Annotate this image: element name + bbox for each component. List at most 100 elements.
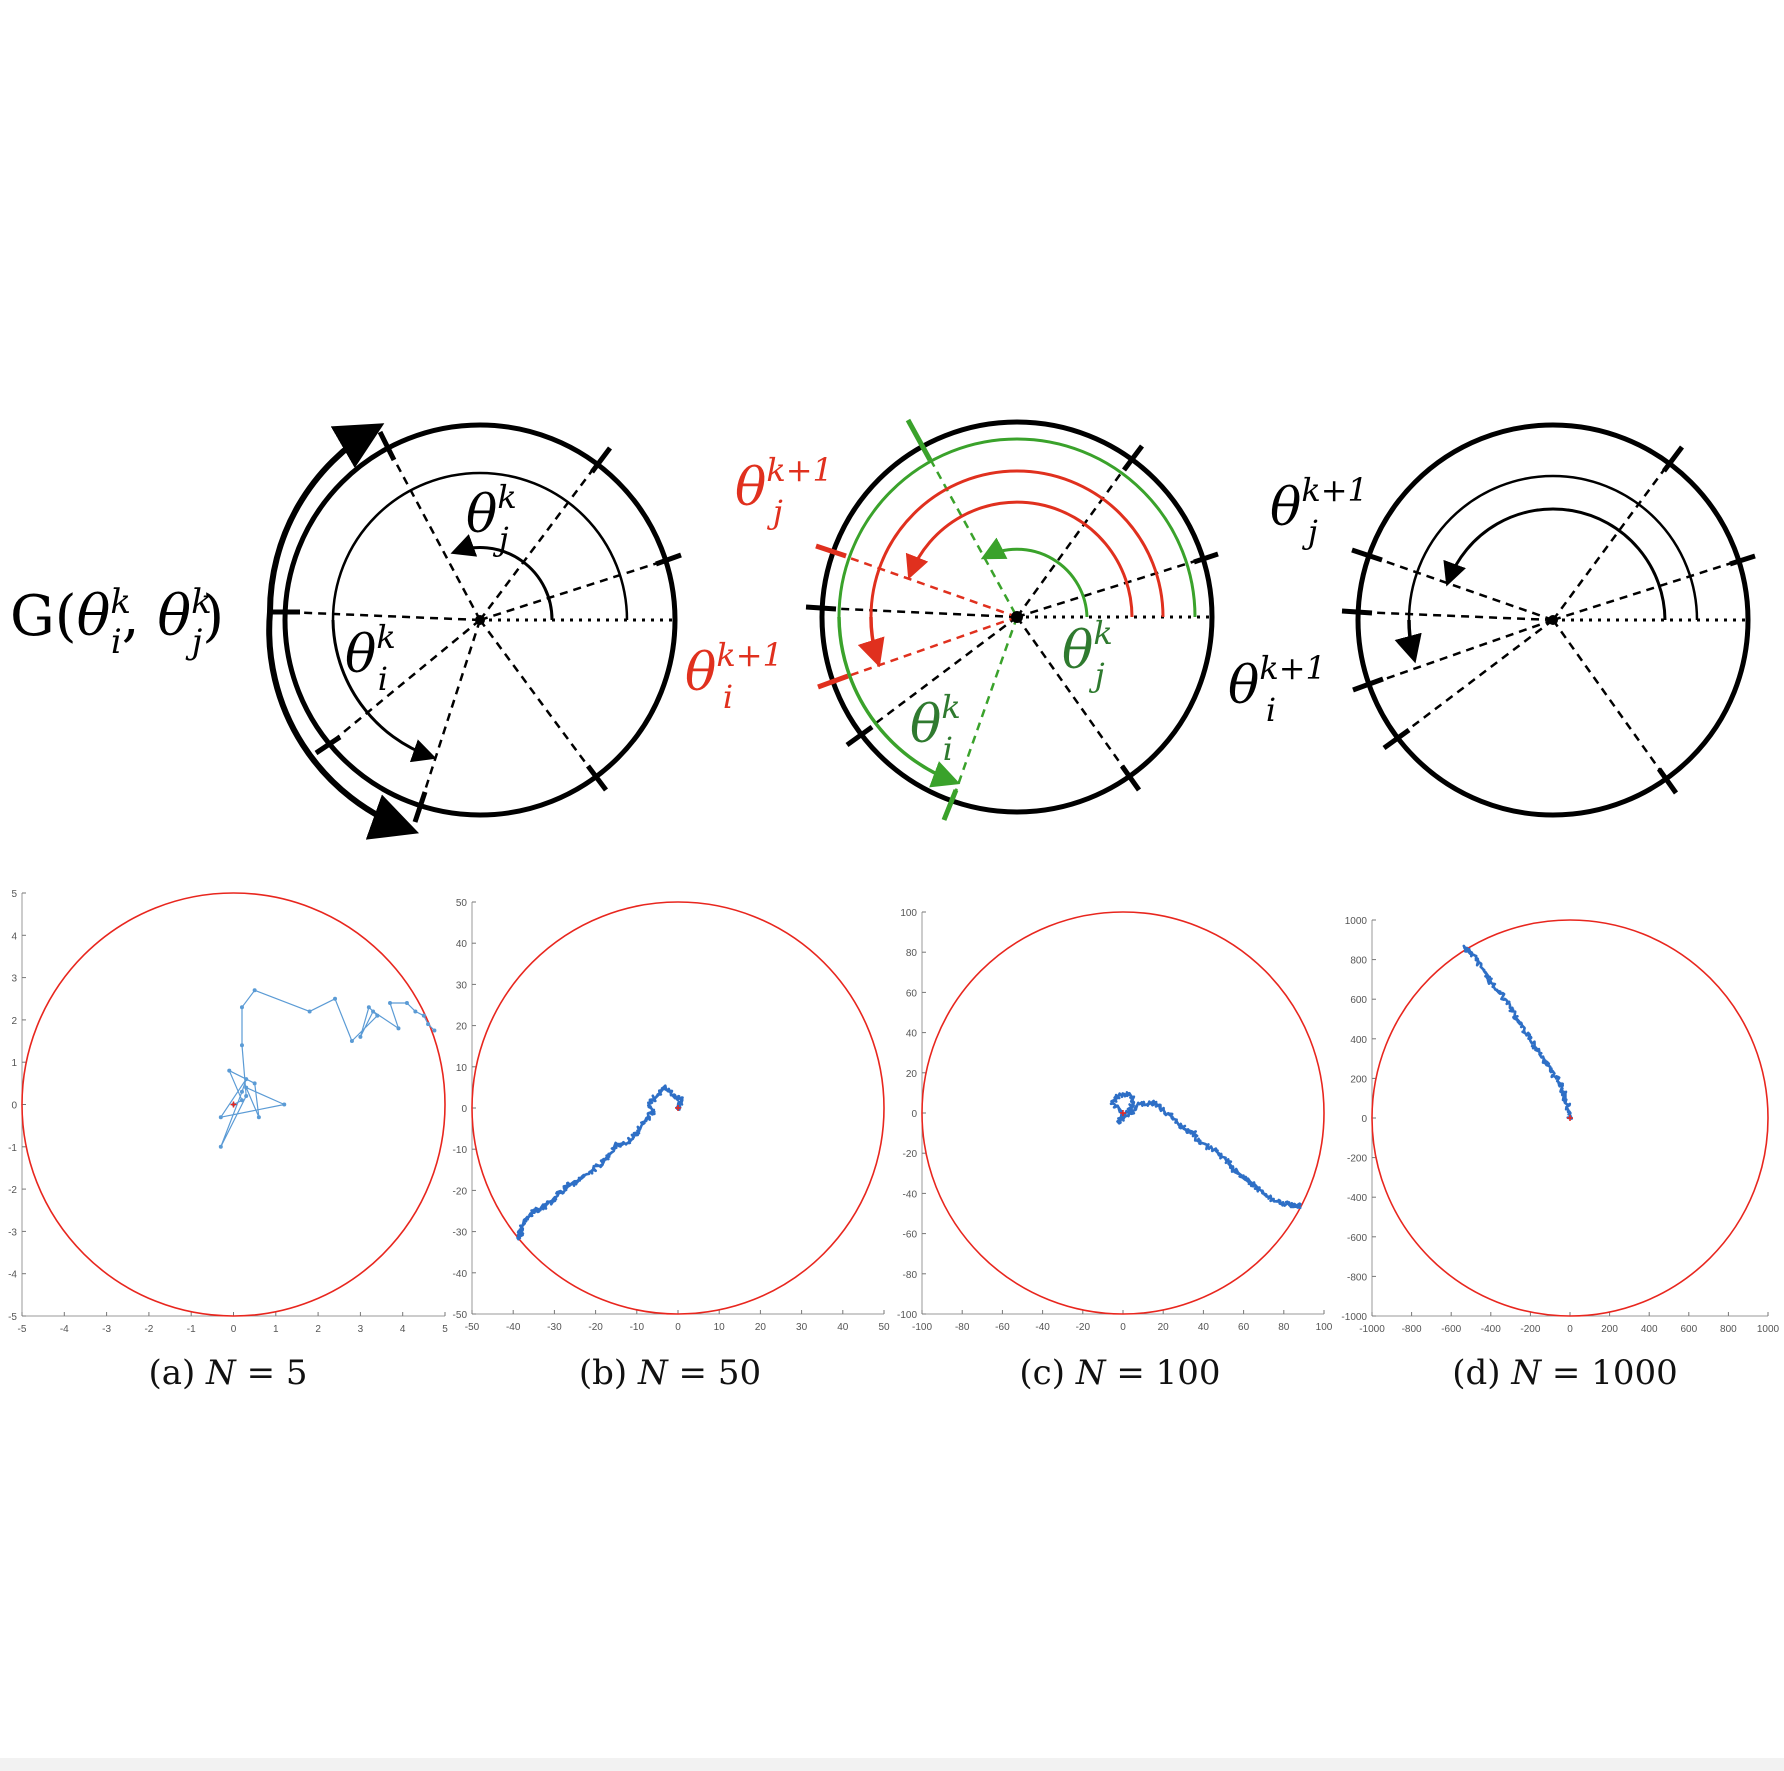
y-tick-label: -600 xyxy=(1347,1233,1367,1244)
x-tick-label: -20 xyxy=(588,1322,603,1333)
y-tick-label: -20 xyxy=(453,1186,468,1197)
y-tick-label: -40 xyxy=(903,1189,918,1200)
x-tick-label: -50 xyxy=(465,1322,480,1333)
walk-point xyxy=(375,1013,380,1018)
walk-point xyxy=(244,1077,249,1082)
caption: (c) N = 100 xyxy=(1019,1353,1220,1393)
walk-point xyxy=(413,1009,418,1014)
x-tick-label: -3 xyxy=(102,1324,111,1335)
theta-i-label: θk i xyxy=(910,688,961,768)
g-outer-arc-up xyxy=(266,423,385,613)
x-tick-label: -1 xyxy=(187,1324,196,1335)
walk-point xyxy=(252,1081,257,1086)
start-marker xyxy=(675,1105,681,1111)
plot-d: -1000 -800 -600 -400 -200 0 200 400 600 800 1000 10… xyxy=(1341,916,1779,1393)
y-tick-label: 40 xyxy=(456,939,468,950)
walk-point xyxy=(426,1022,431,1027)
x-tick-label: -800 xyxy=(1402,1324,1422,1335)
x-tick-label: -2 xyxy=(144,1324,153,1335)
inner-reference-arc xyxy=(331,471,629,621)
y-tick-label: 80 xyxy=(906,948,918,959)
start-marker xyxy=(1120,1110,1126,1116)
dashed-rays xyxy=(1357,458,1742,781)
green-theta-j-arc xyxy=(980,537,1089,618)
x-tick-label: -1000 xyxy=(1359,1324,1385,1335)
y-tick-label: 4 xyxy=(11,931,17,942)
theta-i-next-label: θk+1 i xyxy=(1228,649,1326,729)
diagram-right-circle xyxy=(1355,422,1751,818)
walk-point xyxy=(218,1144,223,1149)
plot-b: -50 -40 -30 -20 -10 0 10 20 30 40 50 50 40 30 20 10 0 -10… xyxy=(453,898,890,1393)
walk-point xyxy=(227,1068,232,1073)
y-tick-label: 1000 xyxy=(1345,916,1368,927)
y-tick-label: -2 xyxy=(8,1185,17,1196)
walk-path xyxy=(1109,1091,1302,1210)
caption: (b) N = 50 xyxy=(579,1353,761,1393)
y-tick-label: -50 xyxy=(453,1310,468,1321)
x-tick-label: 3 xyxy=(358,1324,364,1335)
x-tick-label: 40 xyxy=(1198,1322,1210,1333)
x-tick-label: 200 xyxy=(1601,1324,1618,1335)
y-tick-label: -1 xyxy=(8,1143,17,1154)
caption: (a) N = 5 xyxy=(148,1353,307,1393)
y-tick-label: 600 xyxy=(1350,995,1367,1006)
y-tick-label: 3 xyxy=(11,974,17,985)
reference-arc-outer xyxy=(1407,474,1699,621)
green-theta-i-arc xyxy=(837,616,961,788)
walk-point xyxy=(244,1085,249,1090)
theta-i-label: θk i xyxy=(345,618,396,698)
x-tick-label: 30 xyxy=(796,1322,808,1333)
y-tick-label: 40 xyxy=(906,1029,918,1040)
y-tick-label: 0 xyxy=(911,1109,917,1120)
walk-point xyxy=(371,1009,376,1014)
x-tick-label: 600 xyxy=(1680,1324,1697,1335)
walk-point xyxy=(333,996,338,1001)
walk-point xyxy=(244,1094,249,1099)
x-tick-label: 20 xyxy=(1158,1322,1170,1333)
theta-j-next-label: θk+1 j xyxy=(735,451,833,531)
bottom-strip xyxy=(0,1758,1784,1771)
boundary-circle xyxy=(1371,919,1769,1317)
walk-point xyxy=(256,1115,261,1120)
walk-point xyxy=(404,1000,409,1005)
walk-point xyxy=(388,1000,393,1005)
x-tick-label: 60 xyxy=(1238,1322,1250,1333)
red-dashed-rays xyxy=(829,549,1018,683)
y-tick-label: 100 xyxy=(900,908,917,919)
y-tick-label: -10 xyxy=(453,1145,468,1156)
walk-point xyxy=(307,1009,312,1014)
boundary-circle xyxy=(21,892,446,1317)
boundary-circle xyxy=(921,911,1325,1315)
walk-point xyxy=(349,1039,354,1044)
y-tick-label: 60 xyxy=(906,988,918,999)
x-tick-label: -80 xyxy=(955,1322,970,1333)
y-tick-label: 800 xyxy=(1350,956,1367,967)
x-tick-label: -5 xyxy=(18,1324,27,1335)
x-tick-label: 40 xyxy=(837,1322,849,1333)
x-tick-label: -40 xyxy=(1035,1322,1050,1333)
y-tick-label: 0 xyxy=(461,1104,467,1115)
walk-point xyxy=(421,1013,426,1018)
x-tick-label: -200 xyxy=(1520,1324,1540,1335)
diagram-left: G(θk i, θk j) θk j θk i xyxy=(10,422,682,840)
x-tick-label: -600 xyxy=(1441,1324,1461,1335)
y-tick-label: 5 xyxy=(11,889,17,900)
y-tick-label: 2 xyxy=(11,1016,17,1027)
x-tick-label: 100 xyxy=(1316,1322,1333,1333)
diagram-middle-circle xyxy=(819,419,1215,815)
diagram-right: θk+1 j θk+1 i xyxy=(1228,422,1756,818)
x-tick-label: -60 xyxy=(995,1322,1010,1333)
y-tick-label: 20 xyxy=(906,1069,918,1080)
theta-j-label: θk j xyxy=(1062,614,1113,694)
caption: (d) N = 1000 xyxy=(1452,1353,1678,1393)
x-tick-label: 80 xyxy=(1278,1322,1290,1333)
walk-point xyxy=(396,1026,401,1031)
theta-j-next-arc xyxy=(1443,507,1667,621)
x-tick-label: -40 xyxy=(506,1322,521,1333)
walk-path xyxy=(1462,944,1573,1120)
y-tick-label: -1000 xyxy=(1341,1312,1367,1323)
red-theta-j-arc xyxy=(905,500,1134,618)
theta-j-next-label: θk+1 j xyxy=(1270,471,1368,551)
theta-i-next-label: θk+1 i xyxy=(685,636,783,716)
